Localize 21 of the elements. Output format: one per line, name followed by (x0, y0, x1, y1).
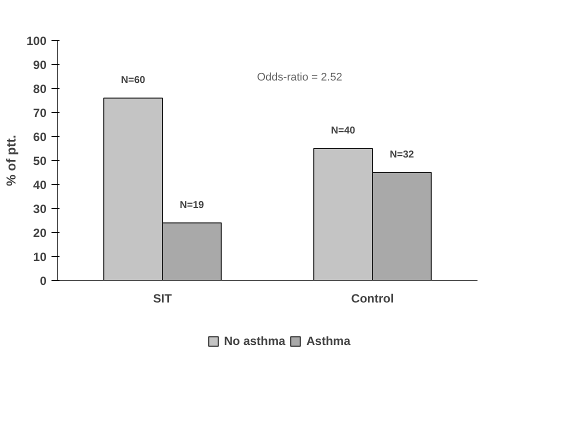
y-tick-label: 60 (33, 130, 47, 144)
y-tick-label: 100 (26, 34, 47, 48)
annotation: N=32 (390, 150, 414, 160)
y-tick-label: 0 (40, 274, 47, 288)
y-tick-label: 50 (33, 154, 47, 168)
annotation: N=40 (331, 126, 356, 136)
y-tick-label: 70 (33, 106, 47, 120)
annotation: Odds-ratio = 2.52 (257, 72, 342, 84)
y-tick-label: 10 (33, 250, 47, 264)
annotation: N=19 (180, 200, 204, 211)
legend-label: Asthma (306, 334, 350, 348)
annotation: N=60 (121, 75, 146, 86)
legend-label: No asthma (224, 334, 286, 348)
x-tick-label: Control (351, 292, 394, 306)
y-tick-label: 30 (33, 202, 47, 216)
y-axis-title: % of ptt. (3, 134, 18, 186)
y-tick-label: 40 (33, 178, 47, 192)
y-tick-label: 20 (33, 226, 47, 240)
y-tick-label: 80 (33, 82, 47, 96)
y-tick-label: 90 (33, 58, 47, 72)
x-tick-label: SIT (153, 292, 173, 306)
